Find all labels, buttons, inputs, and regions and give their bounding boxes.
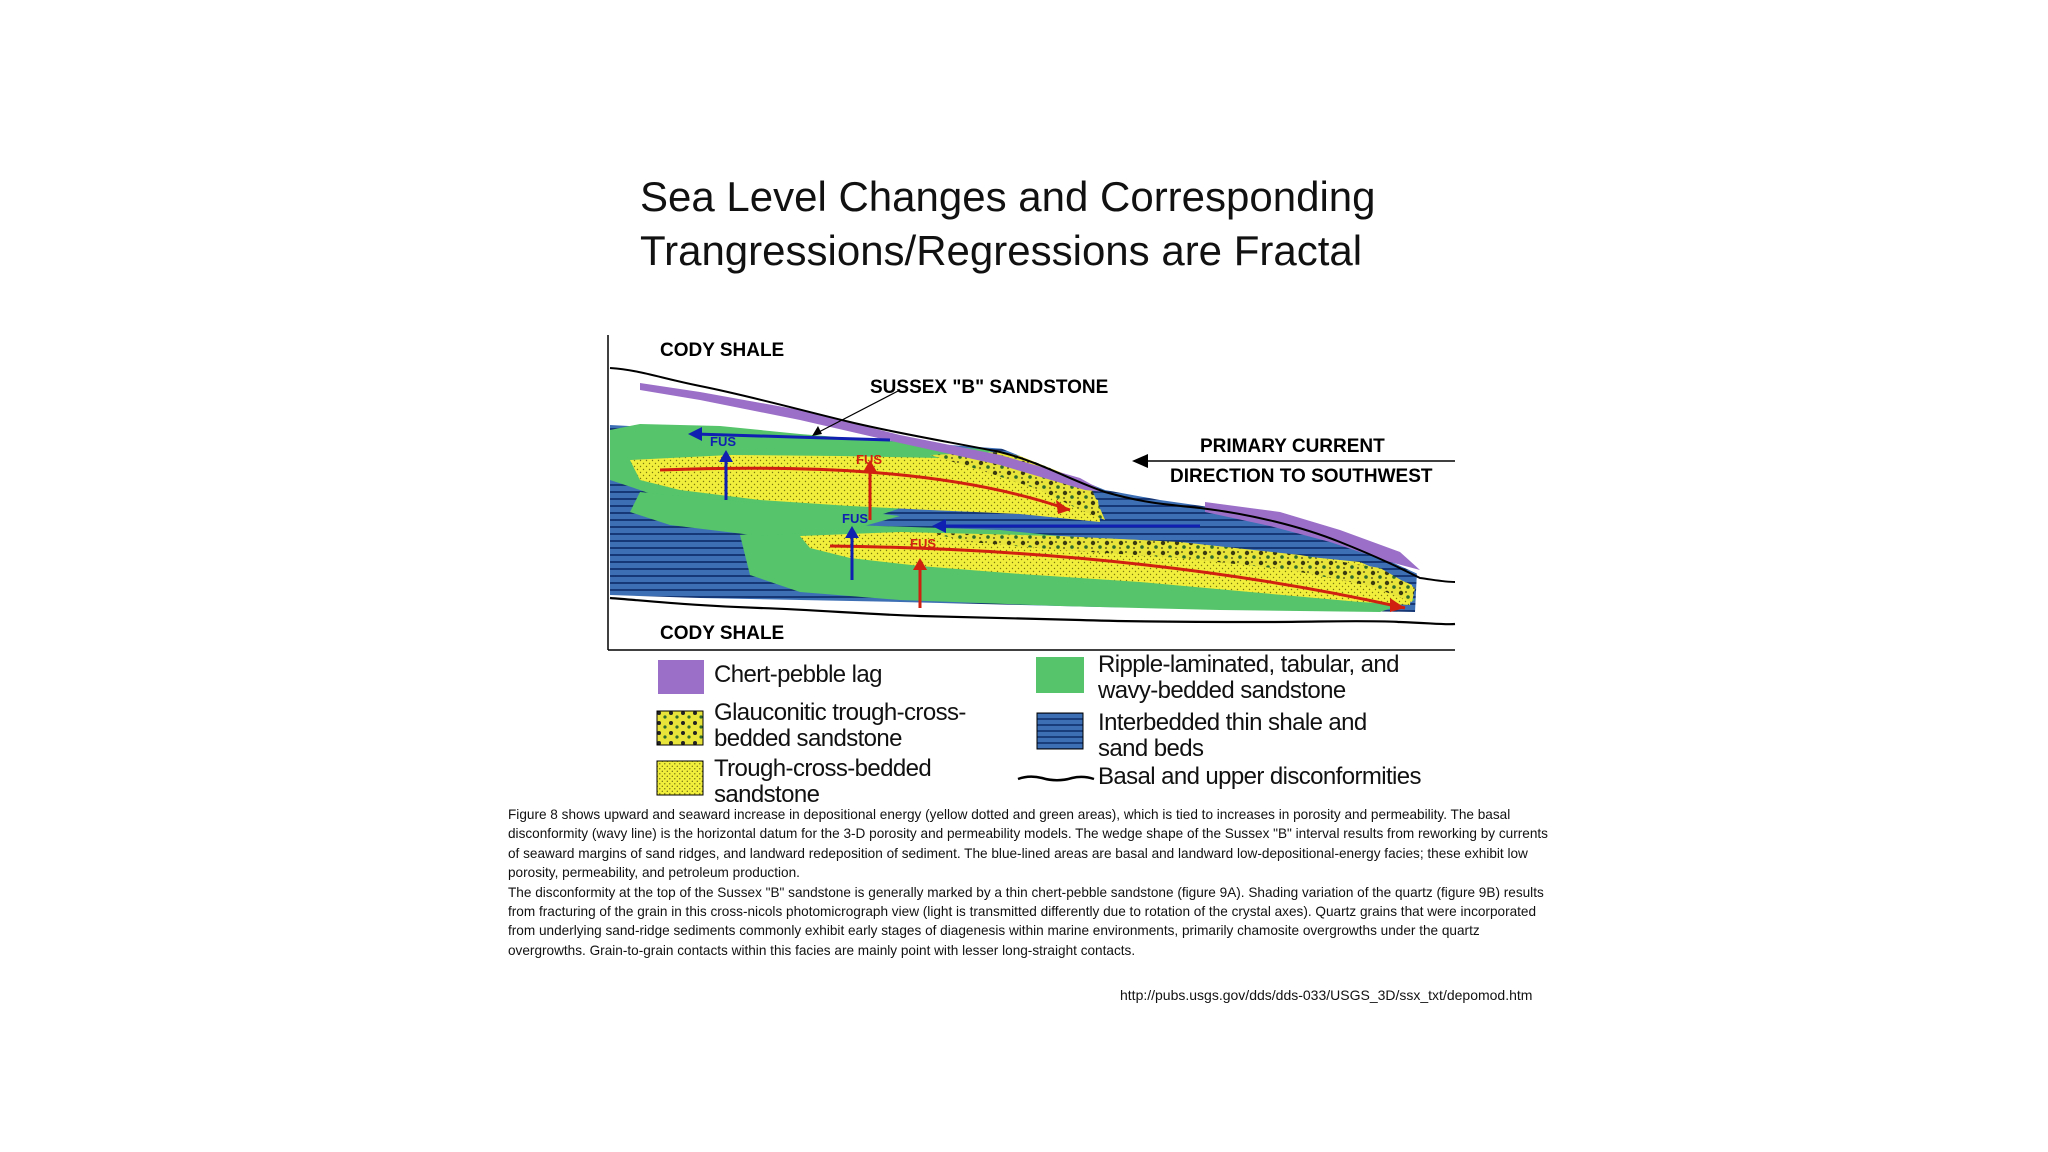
interbedded-swatch: [1036, 712, 1084, 750]
trough-swatch: [656, 760, 704, 796]
ripple-laminated-mid: [630, 492, 900, 536]
blue-arrowhead-lower: [932, 519, 946, 533]
basal-disconformity-line: [609, 596, 1456, 626]
legend-ripple-2: wavy-bedded sandstone: [1098, 677, 1346, 704]
slide-title: Sea Level Changes and Corresponding Tran…: [640, 170, 1440, 278]
upper-disconformity-line: [609, 367, 1456, 583]
cody-shale-top-label: CODY SHALE: [660, 340, 784, 361]
legend-interbedded-1: Interbedded thin shale and: [1098, 709, 1367, 736]
chert-pebble-lag-upper: [640, 383, 1105, 492]
glauconitic-lower: [930, 533, 1415, 602]
legend-trough-1: Trough-cross-bedded: [714, 755, 932, 782]
chert-swatch: [658, 660, 704, 694]
current-label-line1: PRIMARY CURRENT: [1200, 436, 1385, 457]
red-flow-upper: [659, 466, 1071, 512]
fus-label-upper-red: FUS: [856, 452, 882, 467]
cody-shale-upper-fill: [610, 370, 1455, 580]
cross-section-diagram: FUS FUS FUS FUS CODY SHALE SUSSEX "B" SA…: [607, 335, 1456, 651]
legend-glauconitic-1: Glauconitic trough-cross-: [714, 699, 966, 726]
arrow-left-icon: [1132, 454, 1148, 468]
red-vertical-lower-head: [913, 558, 927, 570]
ripple-swatch: [1036, 657, 1084, 693]
fus-label-lower-blue: FUS: [842, 511, 868, 526]
legend-chert: Chert-pebble lag: [714, 661, 882, 688]
legend-ripple-1: Ripple-laminated, tabular, and: [1098, 651, 1399, 678]
cody-shale-bottom-label: CODY SHALE: [660, 623, 784, 644]
title-line-2: Trangressions/Regressions are Fractal: [640, 227, 1363, 274]
legend-disconformity: Basal and upper disconformities: [1098, 763, 1422, 790]
sandstone-pointer: [814, 389, 901, 435]
sussex-b-sandstone-label: SUSSEX "B" SANDSTONE: [870, 377, 1108, 398]
sandstone-pointer-head: [812, 426, 822, 436]
blue-vertical-upper-head: [719, 450, 733, 462]
legend-interbedded-2: sand beds: [1098, 735, 1204, 762]
blue-arrowhead-upper: [688, 427, 702, 441]
trough-cross-bedded-upper: [630, 455, 1100, 522]
blue-vertical-lower-head: [845, 526, 859, 538]
source-url: http://pubs.usgs.gov/dds/dds-033/USGS_3D…: [1120, 987, 1533, 1003]
red-arrowhead-lower: [1390, 598, 1405, 612]
title-line-1: Sea Level Changes and Corresponding: [640, 173, 1376, 220]
fus-label-upper-blue: FUS: [710, 434, 736, 449]
blue-flow-upper: [694, 432, 891, 442]
legend-glauconitic-2: bedded sandstone: [714, 725, 903, 752]
red-vertical-upper-head: [863, 460, 877, 472]
red-arrowhead-upper: [1056, 500, 1070, 514]
caption-paragraph-2: The disconformity at the top of the Suss…: [508, 884, 1544, 958]
red-flow-lower: [829, 544, 1406, 610]
legend-trough-2: sandstone: [714, 781, 820, 808]
wavy-line-icon: [1017, 775, 1095, 782]
fus-label-lower-red: FUS: [910, 536, 936, 551]
current-label-line2: DIRECTION TO SOUTHWEST: [1170, 466, 1433, 487]
glauconitic-swatch: [656, 710, 704, 746]
figure-caption: Figure 8 shows upward and seaward increa…: [508, 805, 1558, 960]
caption-paragraph-1: Figure 8 shows upward and seaward increa…: [508, 807, 1548, 881]
